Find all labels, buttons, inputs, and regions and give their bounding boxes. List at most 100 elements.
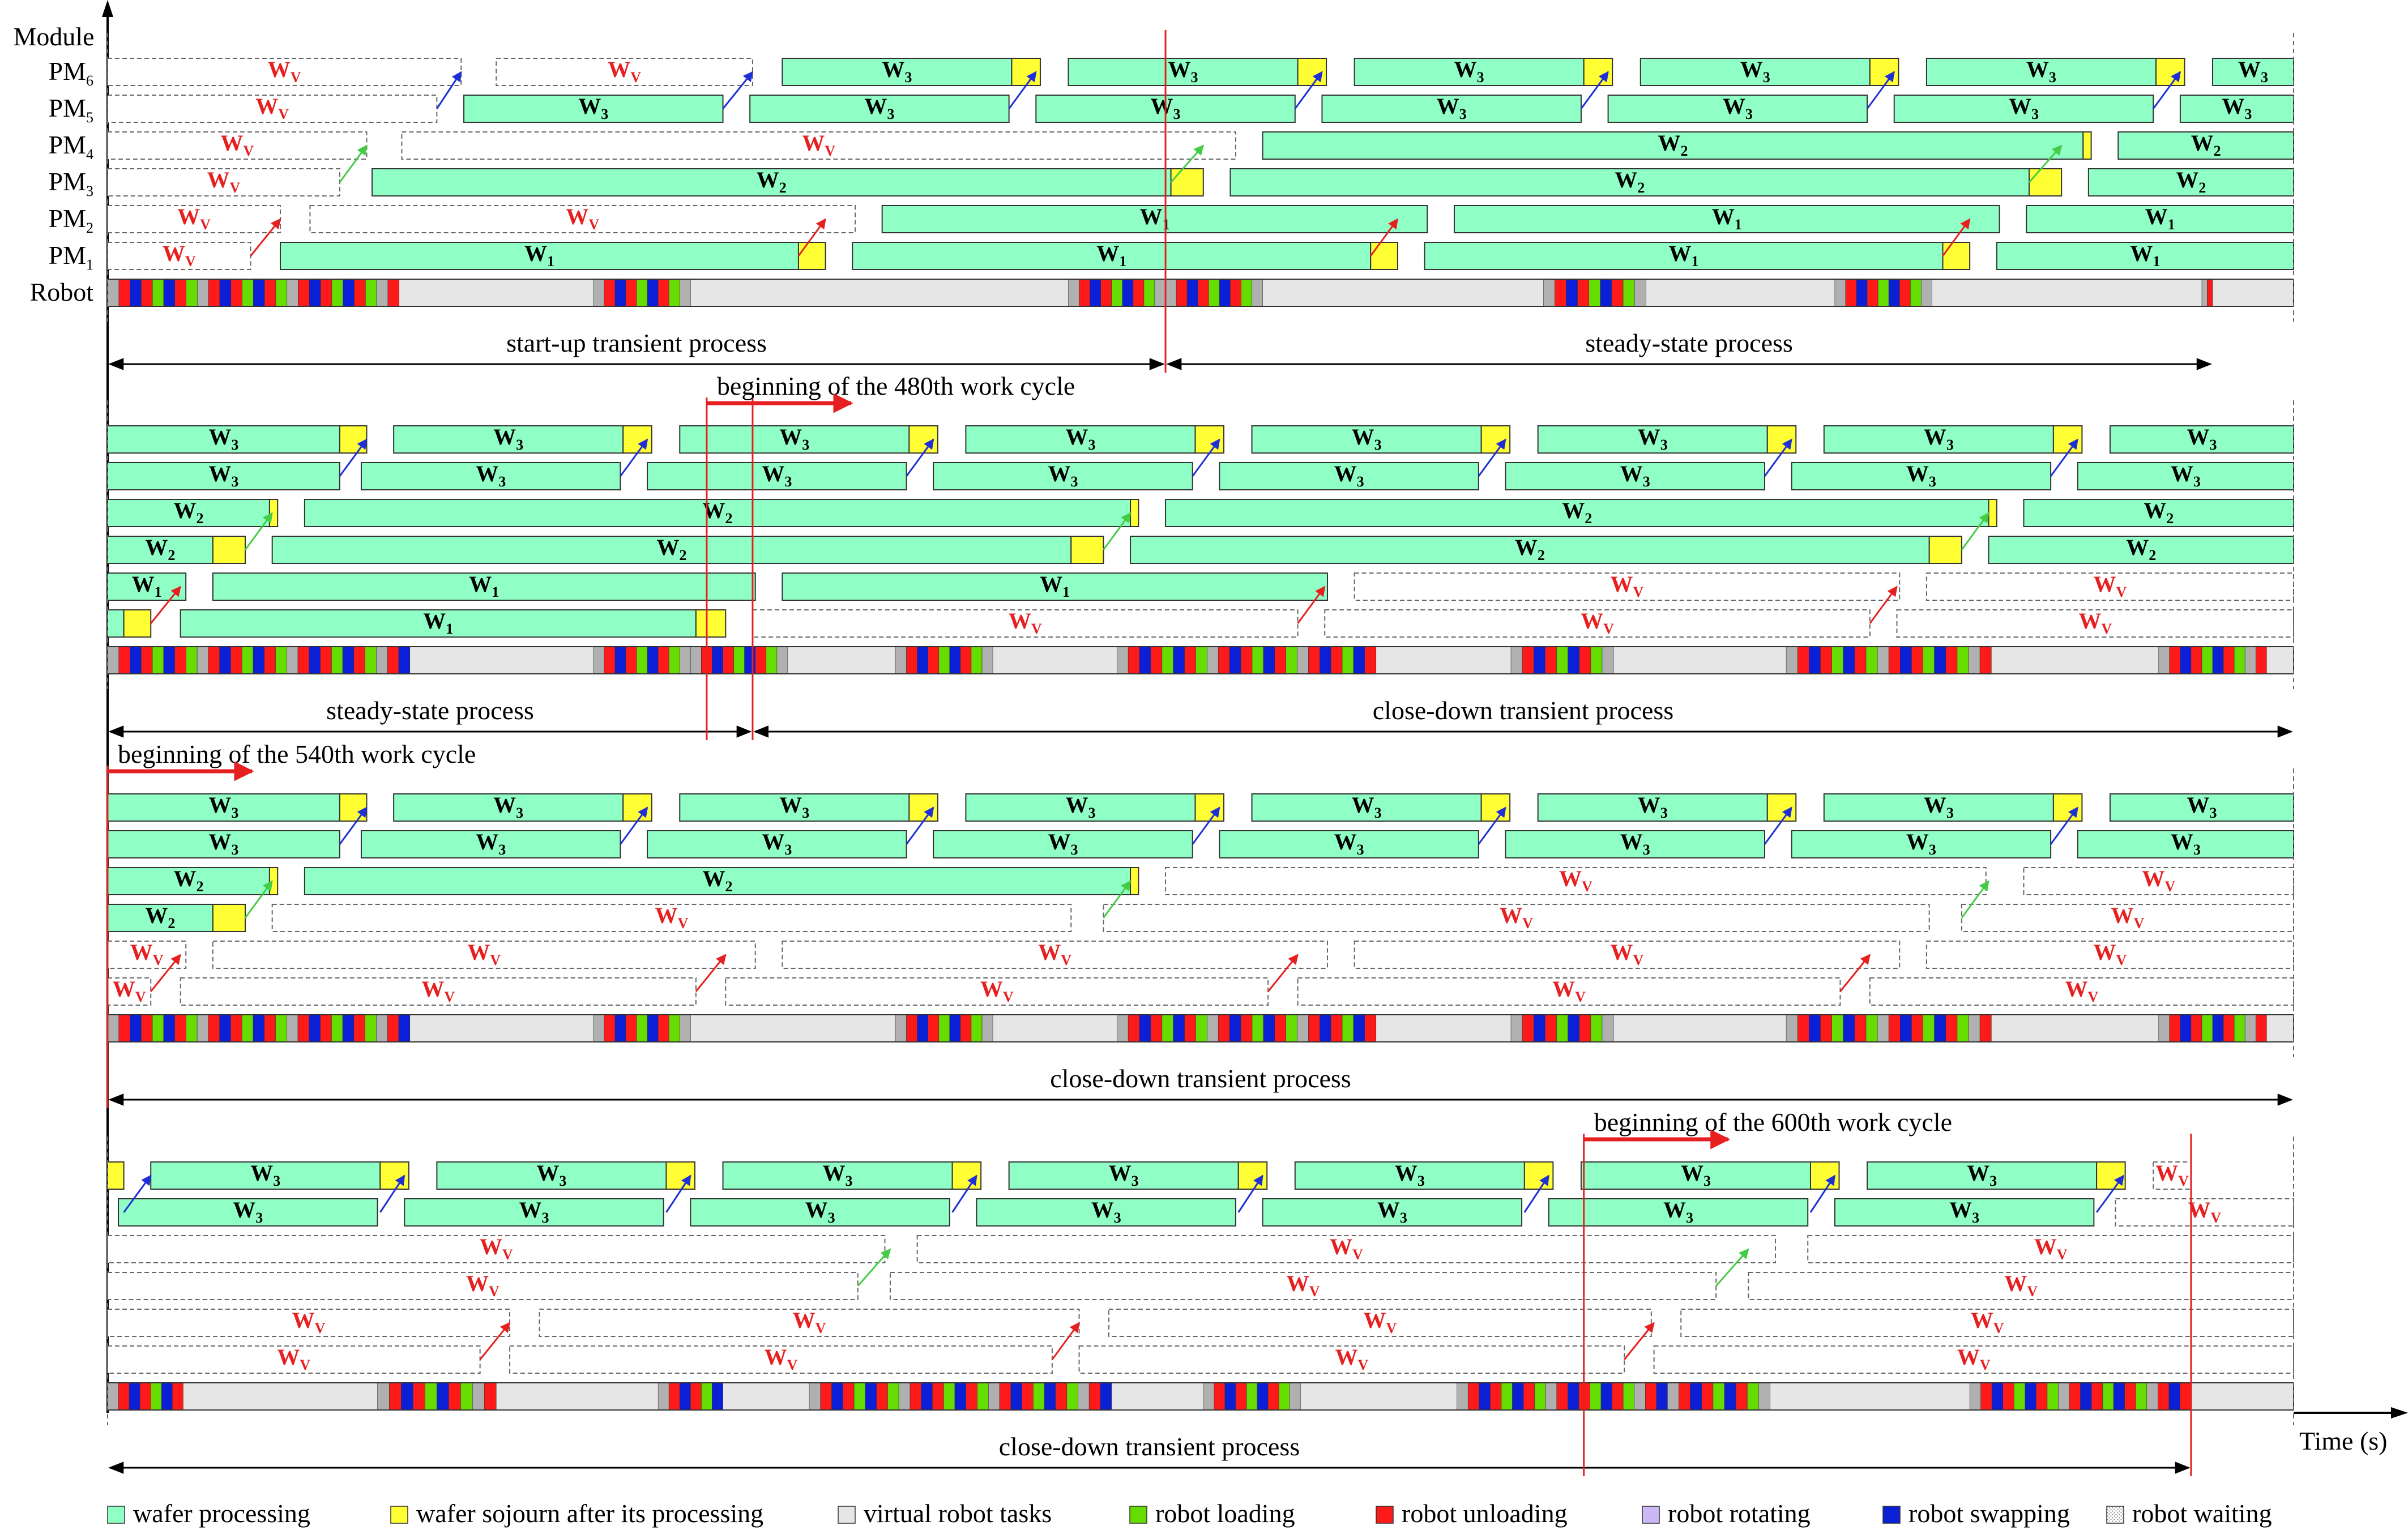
sojourn-bar [123, 609, 152, 638]
robot-task [309, 279, 321, 307]
processing-bar [463, 95, 724, 123]
virtual-wafer-bar [1925, 941, 2294, 969]
robot-task [387, 1014, 399, 1042]
legend-item: robot swapping [1882, 1499, 2070, 1528]
legend-item: robot rotating [1642, 1499, 1811, 1528]
processing-bar [1505, 462, 1765, 490]
sojourn-bar [1480, 793, 1511, 822]
robot-task [1207, 646, 1219, 674]
robot-task [1257, 1382, 1269, 1411]
virtual-wafer-label: WV [765, 1344, 798, 1373]
robot-task [401, 1382, 413, 1411]
robot-task [1934, 646, 1946, 674]
robot-task [921, 1382, 933, 1411]
virtual-wafer-label: WV [2111, 903, 2145, 931]
robot-task [1957, 1014, 1969, 1042]
processing-bar [436, 1161, 667, 1190]
transfer-arrow [2050, 806, 2078, 845]
processing-bar [1008, 1161, 1239, 1190]
processing-bar [271, 536, 1072, 564]
robot-task [679, 646, 691, 674]
robot-task [141, 1014, 153, 1042]
robot-task [1252, 1014, 1264, 1042]
robot-task [1330, 1014, 1343, 1042]
robot-task [895, 1014, 907, 1042]
robot-task [1834, 279, 1846, 307]
robot-task [1116, 1014, 1129, 1042]
processing-bar [976, 1198, 1236, 1227]
row-labels: PM6 PM5 PM4 PM3 PM2 PM1 Robot [30, 57, 94, 306]
transfer-arrow [244, 880, 273, 918]
robot-task [1534, 1382, 1546, 1411]
robot-task [1911, 646, 1923, 674]
transfer-arrow [339, 438, 368, 477]
transfer-arrow [1170, 144, 1204, 183]
robot-task [1286, 646, 1297, 674]
robot-task [690, 1382, 702, 1411]
robot-task [376, 279, 388, 307]
virtual-wafer-bar [271, 904, 1072, 932]
robot-task [354, 279, 366, 307]
virtual-wafer-bar [107, 131, 368, 160]
processing-bar [304, 499, 1132, 527]
sojourn-bar [1583, 58, 1613, 86]
period-label: steady-state process [326, 696, 534, 725]
transfer-arrow [1839, 954, 1871, 992]
transfer-arrow [1008, 71, 1037, 109]
processing-bar [107, 867, 270, 895]
processing-bar [107, 904, 214, 932]
virtual-wafer-bar [1961, 904, 2294, 932]
robot-task [1923, 646, 1935, 674]
robot-task [831, 1382, 843, 1411]
transfer-arrow [1961, 512, 1989, 550]
robot-task [141, 646, 153, 674]
virtual-wafer-bar [107, 58, 462, 86]
robot-task [1786, 1014, 1798, 1042]
robot-task [1831, 646, 1844, 674]
robot-task [1330, 646, 1343, 674]
robot-task [1068, 279, 1079, 307]
robot-task [2102, 1382, 2114, 1411]
robot-task [887, 1382, 899, 1411]
robot-task [1197, 279, 1209, 307]
processing-bar [118, 1198, 378, 1227]
robot-task [690, 646, 702, 674]
sojourn-bar [1809, 1161, 1840, 1190]
transfer-arrow [250, 218, 281, 257]
robot-task [2135, 1382, 2147, 1411]
robot-task [809, 1382, 821, 1411]
robot-task [365, 279, 377, 307]
robot-task [647, 279, 659, 307]
robot-task [413, 1382, 425, 1411]
robot-task [1957, 646, 1969, 674]
robot-task [1196, 1014, 1207, 1042]
robot-task [309, 646, 321, 674]
wafer-label: W3 [779, 792, 809, 821]
sojourn-bar [268, 867, 279, 895]
processing-bar [647, 462, 907, 490]
wafer-label: W3 [1352, 424, 1382, 453]
robot-task [1968, 646, 1980, 674]
robot-task [938, 646, 950, 674]
transfer-arrow [244, 512, 273, 550]
robot-task [1611, 279, 1624, 307]
transfer-arrow [339, 806, 368, 845]
robot-task [163, 646, 175, 674]
processing-bar [1321, 95, 1582, 123]
robot-task [1510, 646, 1523, 674]
row-label: PM2 [49, 204, 93, 236]
virtual-wafer-bar [539, 1309, 1080, 1337]
robot-task [118, 1014, 130, 1042]
transfer-arrow [620, 806, 648, 845]
robot-task [353, 646, 365, 674]
robot-task [928, 646, 940, 674]
processing-bar [1834, 1198, 2095, 1227]
robot-task [1342, 646, 1354, 674]
robot-task [604, 279, 616, 307]
robot-task [625, 646, 637, 674]
robot-task [174, 1014, 186, 1042]
processing-bar [2212, 58, 2295, 86]
wafer-label: W3 [493, 792, 523, 821]
processing-bar [2077, 462, 2294, 490]
legend-swatch [1129, 1506, 1147, 1524]
